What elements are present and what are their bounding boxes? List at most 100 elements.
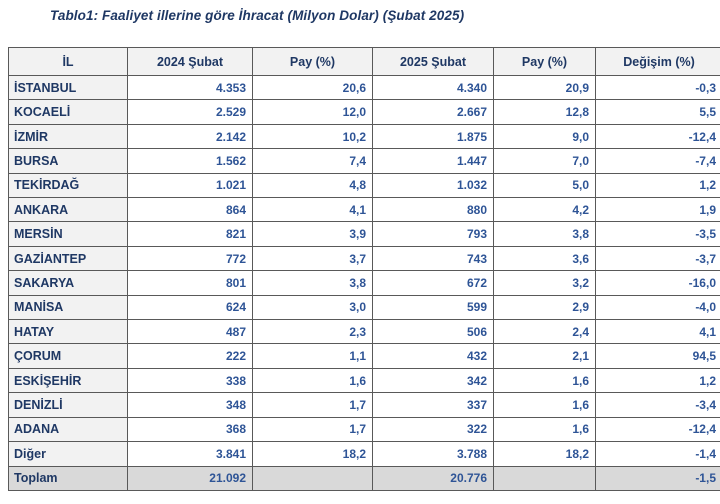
cell-2025-value: 1.447 — [372, 148, 494, 174]
cell-2024-value: 222 — [127, 343, 253, 369]
cell-il: MERSİN — [8, 221, 128, 247]
cell-2024-pay: 3,9 — [252, 221, 373, 247]
cell-2025-value: 322 — [372, 416, 494, 443]
cell-2024-pay: 3,8 — [252, 270, 373, 296]
table-row: KOCAELİ 2.529 12,0 2.667 12,8 5,5 — [8, 99, 720, 125]
header-cell-il: İL — [8, 47, 128, 76]
cell-degisim: -3,7 — [595, 245, 720, 272]
cell-degisim: -16,0 — [595, 270, 720, 296]
cell-degisim: -3,5 — [595, 221, 720, 247]
cell-il: MANİSA — [8, 294, 128, 321]
cell-2025-pay: 1,6 — [493, 392, 596, 418]
cell-2025-value: 432 — [372, 343, 494, 369]
cell-2024-pay: 12,0 — [252, 99, 373, 125]
table-row: DENİZLİ 348 1,7 337 1,6 -3,4 — [8, 392, 720, 418]
cell-degisim: 1,2 — [595, 172, 720, 199]
table-row: MERSİN 821 3,9 793 3,8 -3,5 — [8, 221, 720, 247]
header-cell-feb2025: 2025 Şubat — [372, 47, 494, 76]
cell-2024-pay: 3,7 — [252, 245, 373, 272]
cell-2024-value: 864 — [127, 197, 253, 223]
table-row: ANKARA 864 4,1 880 4,2 1,9 — [8, 197, 720, 223]
cell-il: ÇORUM — [8, 343, 128, 369]
cell-2024-pay: 1,7 — [252, 392, 373, 418]
cell-degisim: 94,5 — [595, 343, 720, 369]
cell-il: TEKİRDAĞ — [8, 172, 128, 199]
cell-il: İSTANBUL — [8, 74, 128, 101]
cell-2024-pay: 1,6 — [252, 367, 373, 394]
cell-2024-value: 21.092 — [127, 465, 253, 491]
table-row: BURSA 1.562 7,4 1.447 7,0 -7,4 — [8, 148, 720, 174]
cell-2024-value: 348 — [127, 392, 253, 418]
cell-2025-pay: 2,4 — [493, 319, 596, 345]
cell-2024-pay: 4,8 — [252, 172, 373, 199]
cell-2024-pay — [252, 465, 373, 491]
cell-2025-pay: 3,8 — [493, 221, 596, 247]
header-cell-pay2024: Pay (%) — [252, 47, 373, 76]
cell-2024-value: 821 — [127, 221, 253, 247]
cell-2025-pay: 1,6 — [493, 367, 596, 394]
cell-2024-pay: 1,1 — [252, 343, 373, 369]
cell-degisim: -4,0 — [595, 294, 720, 321]
cell-2025-value: 672 — [372, 270, 494, 296]
cell-degisim: -12,4 — [595, 416, 720, 443]
cell-degisim: 1,2 — [595, 367, 720, 394]
cell-2024-pay: 7,4 — [252, 148, 373, 174]
cell-2025-value: 599 — [372, 294, 494, 321]
report-title: Tablo1: Faaliyet illerine göre İhracat (… — [50, 8, 465, 23]
cell-degisim: 5,5 — [595, 99, 720, 125]
cell-2025-value: 793 — [372, 221, 494, 247]
cell-2024-pay: 10,2 — [252, 123, 373, 150]
cell-2024-pay: 18,2 — [252, 441, 373, 467]
table-row: İSTANBUL 4.353 20,6 4.340 20,9 -0,3 — [8, 74, 720, 101]
table-row: MANİSA 624 3,0 599 2,9 -4,0 — [8, 294, 720, 321]
cell-il: GAZİANTEP — [8, 245, 128, 272]
export-data-table: İL 2024 Şubat Pay (%) 2025 Şubat Pay (%)… — [8, 47, 720, 491]
cell-2024-value: 338 — [127, 367, 253, 394]
cell-2024-value: 4.353 — [127, 74, 253, 101]
cell-2024-value: 772 — [127, 245, 253, 272]
cell-degisim: 1,9 — [595, 197, 720, 223]
table-row: SAKARYA 801 3,8 672 3,2 -16,0 — [8, 270, 720, 296]
table-row: GAZİANTEP 772 3,7 743 3,6 -3,7 — [8, 245, 720, 272]
cell-2025-pay: 3,6 — [493, 245, 596, 272]
cell-2025-pay: 9,0 — [493, 123, 596, 150]
cell-2025-value: 2.667 — [372, 99, 494, 125]
cell-2025-pay: 18,2 — [493, 441, 596, 467]
cell-2024-value: 368 — [127, 416, 253, 443]
cell-il: ESKİŞEHİR — [8, 367, 128, 394]
table-row: İZMİR 2.142 10,2 1.875 9,0 -12,4 — [8, 123, 720, 150]
cell-2025-value: 1.032 — [372, 172, 494, 199]
table-header: İL 2024 Şubat Pay (%) 2025 Şubat Pay (%)… — [8, 47, 720, 76]
cell-2025-pay: 4,2 — [493, 197, 596, 223]
cell-2024-value: 624 — [127, 294, 253, 321]
cell-2025-value: 880 — [372, 197, 494, 223]
table-row: Diğer 3.841 18,2 3.788 18,2 -1,4 — [8, 441, 720, 467]
cell-2025-pay: 20,9 — [493, 74, 596, 101]
cell-2025-value: 4.340 — [372, 74, 494, 101]
table-header-row: İL 2024 Şubat Pay (%) 2025 Şubat Pay (%)… — [8, 47, 720, 76]
cell-2025-value: 342 — [372, 367, 494, 394]
cell-2024-value: 1.021 — [127, 172, 253, 199]
table-row: TEKİRDAĞ 1.021 4,8 1.032 5,0 1,2 — [8, 172, 720, 199]
cell-2024-pay: 3,0 — [252, 294, 373, 321]
cell-2025-value: 743 — [372, 245, 494, 272]
cell-2025-pay: 5,0 — [493, 172, 596, 199]
cell-degisim: -7,4 — [595, 148, 720, 174]
cell-2025-value: 1.875 — [372, 123, 494, 150]
cell-il: BURSA — [8, 148, 128, 174]
table-row-total: Toplam 21.092 20.776 -1,5 — [8, 465, 720, 491]
cell-2025-value: 20.776 — [372, 465, 494, 491]
cell-il: HATAY — [8, 319, 128, 345]
cell-il: ADANA — [8, 416, 128, 443]
cell-2024-value: 487 — [127, 319, 253, 345]
cell-2024-pay: 1,7 — [252, 416, 373, 443]
cell-2025-pay: 12,8 — [493, 99, 596, 125]
cell-il: Diğer — [8, 441, 128, 467]
cell-2025-pay: 2,9 — [493, 294, 596, 321]
table-row: ÇORUM 222 1,1 432 2,1 94,5 — [8, 343, 720, 369]
cell-2024-value: 801 — [127, 270, 253, 296]
header-cell-feb2024: 2024 Şubat — [127, 47, 253, 76]
cell-2024-value: 2.529 — [127, 99, 253, 125]
cell-degisim: -3,4 — [595, 392, 720, 418]
cell-2024-value: 3.841 — [127, 441, 253, 467]
